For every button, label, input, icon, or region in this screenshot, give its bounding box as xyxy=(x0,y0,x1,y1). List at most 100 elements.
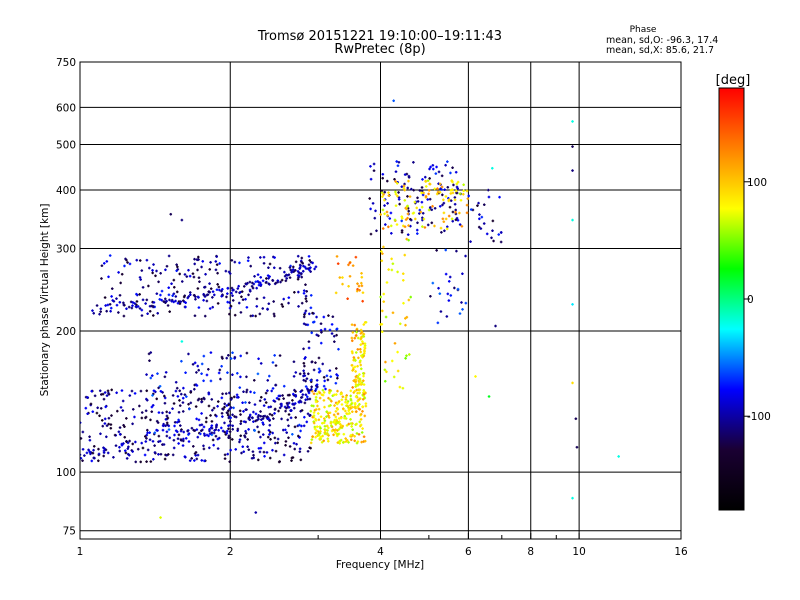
data-point xyxy=(163,396,167,400)
data-point xyxy=(234,290,238,294)
data-point xyxy=(159,271,162,275)
data-point xyxy=(225,404,229,407)
data-point xyxy=(290,270,294,273)
data-point xyxy=(223,421,226,425)
data-point xyxy=(282,297,286,301)
data-point xyxy=(271,448,274,452)
data-point xyxy=(361,340,364,343)
data-point xyxy=(304,379,307,383)
data-point xyxy=(311,415,314,419)
data-point xyxy=(212,293,216,297)
data-point xyxy=(211,438,215,442)
data-point xyxy=(302,424,306,428)
data-point xyxy=(416,200,420,203)
data-point xyxy=(135,258,139,262)
data-point xyxy=(91,309,94,312)
data-point xyxy=(152,389,156,393)
data-point xyxy=(351,331,355,334)
data-point xyxy=(423,175,427,179)
data-point xyxy=(127,305,131,309)
data-point xyxy=(482,203,486,206)
data-point xyxy=(220,294,223,298)
data-point xyxy=(331,394,335,398)
data-point xyxy=(429,165,432,169)
data-point xyxy=(173,433,176,437)
data-point xyxy=(144,440,148,443)
data-point xyxy=(272,300,275,303)
data-point xyxy=(330,429,334,433)
data-point xyxy=(202,379,205,383)
data-point xyxy=(357,284,361,288)
data-point xyxy=(232,395,236,399)
data-point xyxy=(351,410,354,413)
data-point xyxy=(300,256,304,260)
data-point xyxy=(381,309,384,313)
data-point xyxy=(105,424,109,427)
colorbar-label: [deg] xyxy=(716,73,751,88)
data-point xyxy=(86,412,89,416)
data-point xyxy=(252,379,256,382)
data-point xyxy=(182,299,185,303)
data-point xyxy=(304,294,308,298)
data-point xyxy=(107,275,110,279)
data-point xyxy=(178,272,181,276)
data-point xyxy=(291,456,295,459)
data-point xyxy=(352,356,356,359)
data-point xyxy=(264,401,268,404)
data-point xyxy=(227,270,231,274)
data-point xyxy=(388,217,392,220)
data-point xyxy=(396,194,399,198)
data-point xyxy=(393,218,397,222)
data-point xyxy=(87,448,90,452)
data-point xyxy=(418,208,422,212)
data-point xyxy=(441,217,445,221)
data-point xyxy=(194,405,198,408)
data-point xyxy=(197,296,200,299)
data-point xyxy=(234,448,238,451)
data-point xyxy=(387,194,391,197)
data-point xyxy=(326,437,330,441)
data-point xyxy=(427,208,431,212)
data-point xyxy=(168,411,171,415)
data-point xyxy=(307,340,311,343)
data-point xyxy=(298,399,302,403)
data-point xyxy=(380,322,384,326)
data-point xyxy=(166,416,170,420)
data-point xyxy=(400,219,403,223)
data-point xyxy=(171,394,175,397)
data-point xyxy=(157,434,161,438)
data-point xyxy=(356,399,360,403)
data-point xyxy=(153,444,156,447)
data-point xyxy=(252,453,255,457)
data-point xyxy=(403,253,407,257)
data-point xyxy=(299,409,302,413)
data-point xyxy=(133,302,136,305)
data-point xyxy=(404,317,407,320)
data-point xyxy=(318,391,322,395)
data-point xyxy=(360,354,363,358)
data-point xyxy=(350,339,354,343)
data-point xyxy=(461,272,464,276)
data-point xyxy=(445,315,449,318)
data-point xyxy=(229,398,233,401)
data-point xyxy=(169,212,173,216)
data-point xyxy=(247,256,250,259)
data-point xyxy=(106,303,110,307)
data-point xyxy=(187,295,190,298)
data-point xyxy=(300,424,303,428)
data-point xyxy=(274,441,277,445)
data-point xyxy=(98,414,101,418)
data-point xyxy=(336,376,339,380)
data-point xyxy=(332,433,335,437)
data-point xyxy=(322,391,326,394)
data-point xyxy=(203,432,206,436)
data-point xyxy=(442,198,445,202)
data-point xyxy=(180,392,183,396)
data-point xyxy=(383,190,387,194)
data-point xyxy=(270,389,273,393)
data-point xyxy=(184,371,187,374)
data-point xyxy=(153,451,157,454)
data-point xyxy=(328,369,332,372)
data-point xyxy=(240,451,243,455)
data-point xyxy=(315,429,318,432)
